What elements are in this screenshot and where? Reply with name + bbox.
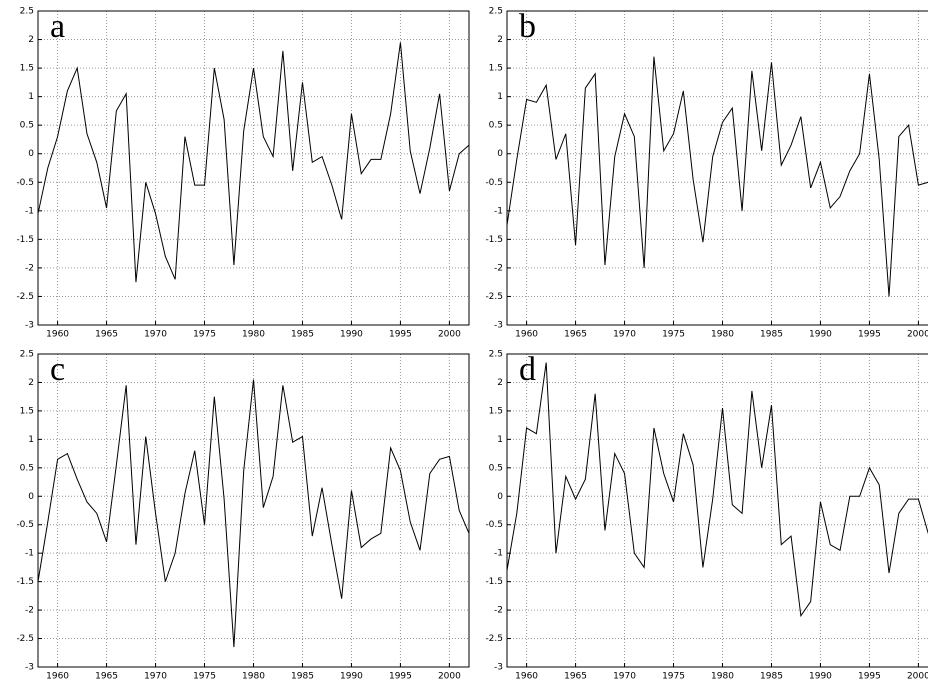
y-tick-label: -0.5 [485,178,503,188]
data-line [506,56,928,297]
x-tick-label: 1990 [340,672,363,682]
y-tick-label: -1 [25,206,34,216]
x-tick-label: 1975 [662,330,685,340]
y-tick-label: 2.5 [20,7,34,17]
x-tick-label: 1990 [809,672,832,682]
y-tick-label: -1.5 [485,577,503,587]
y-tick-label: -0.5 [485,520,503,530]
x-tick-label: 1965 [95,672,118,682]
y-tick-label: -1 [25,549,34,559]
y-tick-label: -2.5 [485,292,503,302]
x-tick-label: 1995 [858,672,881,682]
y-tick-label: 0 [28,492,34,502]
panel-title: c [50,351,65,388]
x-tick-label: 1965 [95,330,118,340]
plot-frame [506,353,928,668]
y-tick-label: 1.5 [489,406,503,416]
y-tick-label: -2 [494,263,503,273]
y-tick-label: -2.5 [16,292,34,302]
x-tick-label: 1965 [564,330,587,340]
x-tick-label: 1960 [515,672,538,682]
y-tick-label: 2.5 [20,350,34,360]
y-tick-label: 1 [28,435,34,445]
x-tick-label: 1960 [515,330,538,340]
x-tick-label: 1985 [760,330,783,340]
y-tick-label: 0.5 [489,463,503,473]
y-tick-label: -2 [494,606,503,616]
y-tick-label: -1.5 [16,577,34,587]
y-tick-label: 2 [28,35,34,45]
y-tick-label: 2 [28,378,34,388]
y-tick-label: 0.5 [20,463,34,473]
y-tick-label: 0.5 [20,121,34,131]
y-tick-label: 0.5 [489,121,503,131]
y-tick-label: -3 [494,321,503,331]
y-tick-label: 1 [497,435,503,445]
y-tick-label: -1 [494,549,503,559]
data-line [37,42,470,283]
plot-frame [37,10,470,326]
x-tick-label: 2000 [907,672,928,682]
x-tick-label: 1980 [242,672,265,682]
x-tick-label: 1975 [193,330,216,340]
x-tick-label: 1980 [711,330,734,340]
x-tick-label: 1975 [662,672,685,682]
x-tick-label: 1995 [389,330,412,340]
panel-title: b [519,8,536,45]
x-tick-label: 1970 [144,672,167,682]
y-tick-label: -3 [25,321,34,331]
plot-frame [37,353,470,668]
y-tick-label: -3 [494,663,503,673]
y-tick-label: 2 [497,378,503,388]
y-tick-label: 2.5 [489,350,503,360]
y-tick-label: 0 [497,492,503,502]
x-tick-label: 1980 [711,672,734,682]
y-tick-label: -1 [494,206,503,216]
y-tick-label: -0.5 [16,520,34,530]
x-tick-label: 1990 [809,330,832,340]
y-tick-label: 1.5 [20,406,34,416]
y-tick-label: -3 [25,663,34,673]
y-tick-label: -1.5 [485,235,503,245]
y-tick-label: 1 [28,92,34,102]
x-tick-label: 1970 [144,330,167,340]
y-tick-label: -2 [25,606,34,616]
y-tick-label: -1.5 [16,235,34,245]
y-tick-label: 2.5 [489,7,503,17]
x-tick-label: 1995 [389,672,412,682]
y-tick-label: -2.5 [16,634,34,644]
y-tick-label: 1.5 [489,64,503,74]
x-tick-label: 1960 [46,672,69,682]
y-tick-label: 1 [497,92,503,102]
x-tick-label: 1985 [760,672,783,682]
x-tick-label: 1970 [613,330,636,340]
panel-title: a [50,8,65,45]
x-tick-label: 1970 [613,672,636,682]
x-tick-label: 2000 [438,672,461,682]
data-line [506,362,928,618]
x-tick-label: 1980 [242,330,265,340]
y-tick-label: -0.5 [16,178,34,188]
data-line [37,379,470,648]
y-tick-label: 0 [497,149,503,159]
x-tick-label: 1985 [291,672,314,682]
plot-frame [506,10,928,326]
y-tick-label: -2.5 [485,634,503,644]
y-tick-label: 0 [28,149,34,159]
x-tick-label: 1995 [858,330,881,340]
x-tick-label: 1965 [564,672,587,682]
panel-title: d [519,351,536,388]
y-tick-label: -2 [25,263,34,273]
x-tick-label: 2000 [907,330,928,340]
y-tick-label: 1.5 [20,64,34,74]
x-tick-label: 1960 [46,330,69,340]
x-tick-label: 2000 [438,330,461,340]
x-tick-label: 1975 [193,672,216,682]
x-tick-label: 1990 [340,330,363,340]
x-tick-label: 1985 [291,330,314,340]
y-tick-label: 2 [497,35,503,45]
